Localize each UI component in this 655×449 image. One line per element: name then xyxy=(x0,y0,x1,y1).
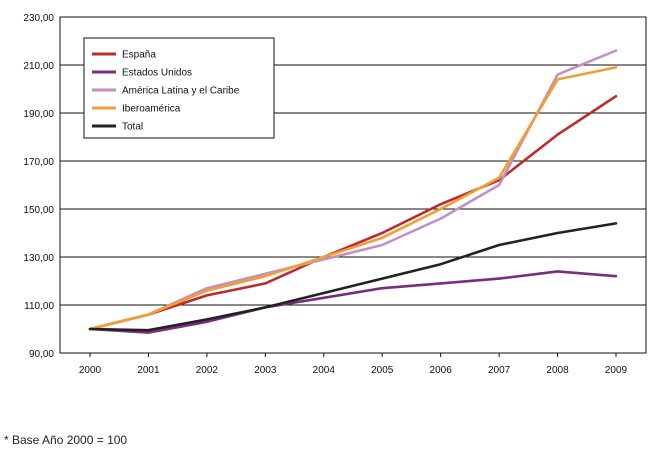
legend-label: Total xyxy=(122,122,143,133)
y-tick-label: 90,00 xyxy=(29,349,54,360)
footnote: * Base Año 2000 = 100 xyxy=(4,433,128,447)
x-tick-label: 2008 xyxy=(546,365,569,376)
series-line-iberoam-rica xyxy=(88,66,618,331)
x-tick-label: 2007 xyxy=(488,365,511,376)
x-tick-label: 2002 xyxy=(196,365,219,376)
legend-label: España xyxy=(122,50,156,61)
series-line-total xyxy=(88,222,618,332)
x-tick-label: 2006 xyxy=(430,365,453,376)
y-tick-label: 230,00 xyxy=(23,13,54,24)
legend: España Estados Unidos América Latina y el … xyxy=(83,37,275,139)
y-tick-label: 150,00 xyxy=(23,205,54,216)
plot-area xyxy=(59,16,647,354)
x-tick-label: 2005 xyxy=(371,365,394,376)
y-tick-label: 130,00 xyxy=(23,253,54,264)
x-tick-label: 2001 xyxy=(137,365,160,376)
series-line-espa-a xyxy=(88,94,618,331)
x-tick-label: 2003 xyxy=(254,365,277,376)
x-axis-ticks: 2000 2001 2002 2003 2004 2005 2006 2007 2008 2009 xyxy=(79,353,628,376)
x-tick-label: 2000 xyxy=(79,365,102,376)
legend-label: Iberoamérica xyxy=(122,104,181,115)
y-axis-ticks: 90,00 110,00 130,00 150,00 170,00 190,00 210,0… xyxy=(23,13,54,360)
x-tick-label: 2009 xyxy=(605,365,628,376)
series-line-estados-unidos xyxy=(88,270,618,334)
y-tick-label: 110,00 xyxy=(24,301,54,312)
legend-label: América Latina y el Caribe xyxy=(122,86,240,97)
legend-label: Estados Unidos xyxy=(122,68,192,79)
y-tick-label: 190,00 xyxy=(23,109,54,120)
series-lines xyxy=(88,49,618,334)
x-tick-label: 2004 xyxy=(313,365,336,376)
y-tick-label: 170,00 xyxy=(23,157,54,168)
line-chart: 90,00 110,00 130,00 150,00 170,00 190,00 210,0… xyxy=(23,13,647,376)
y-tick-label: 210,00 xyxy=(23,61,54,72)
